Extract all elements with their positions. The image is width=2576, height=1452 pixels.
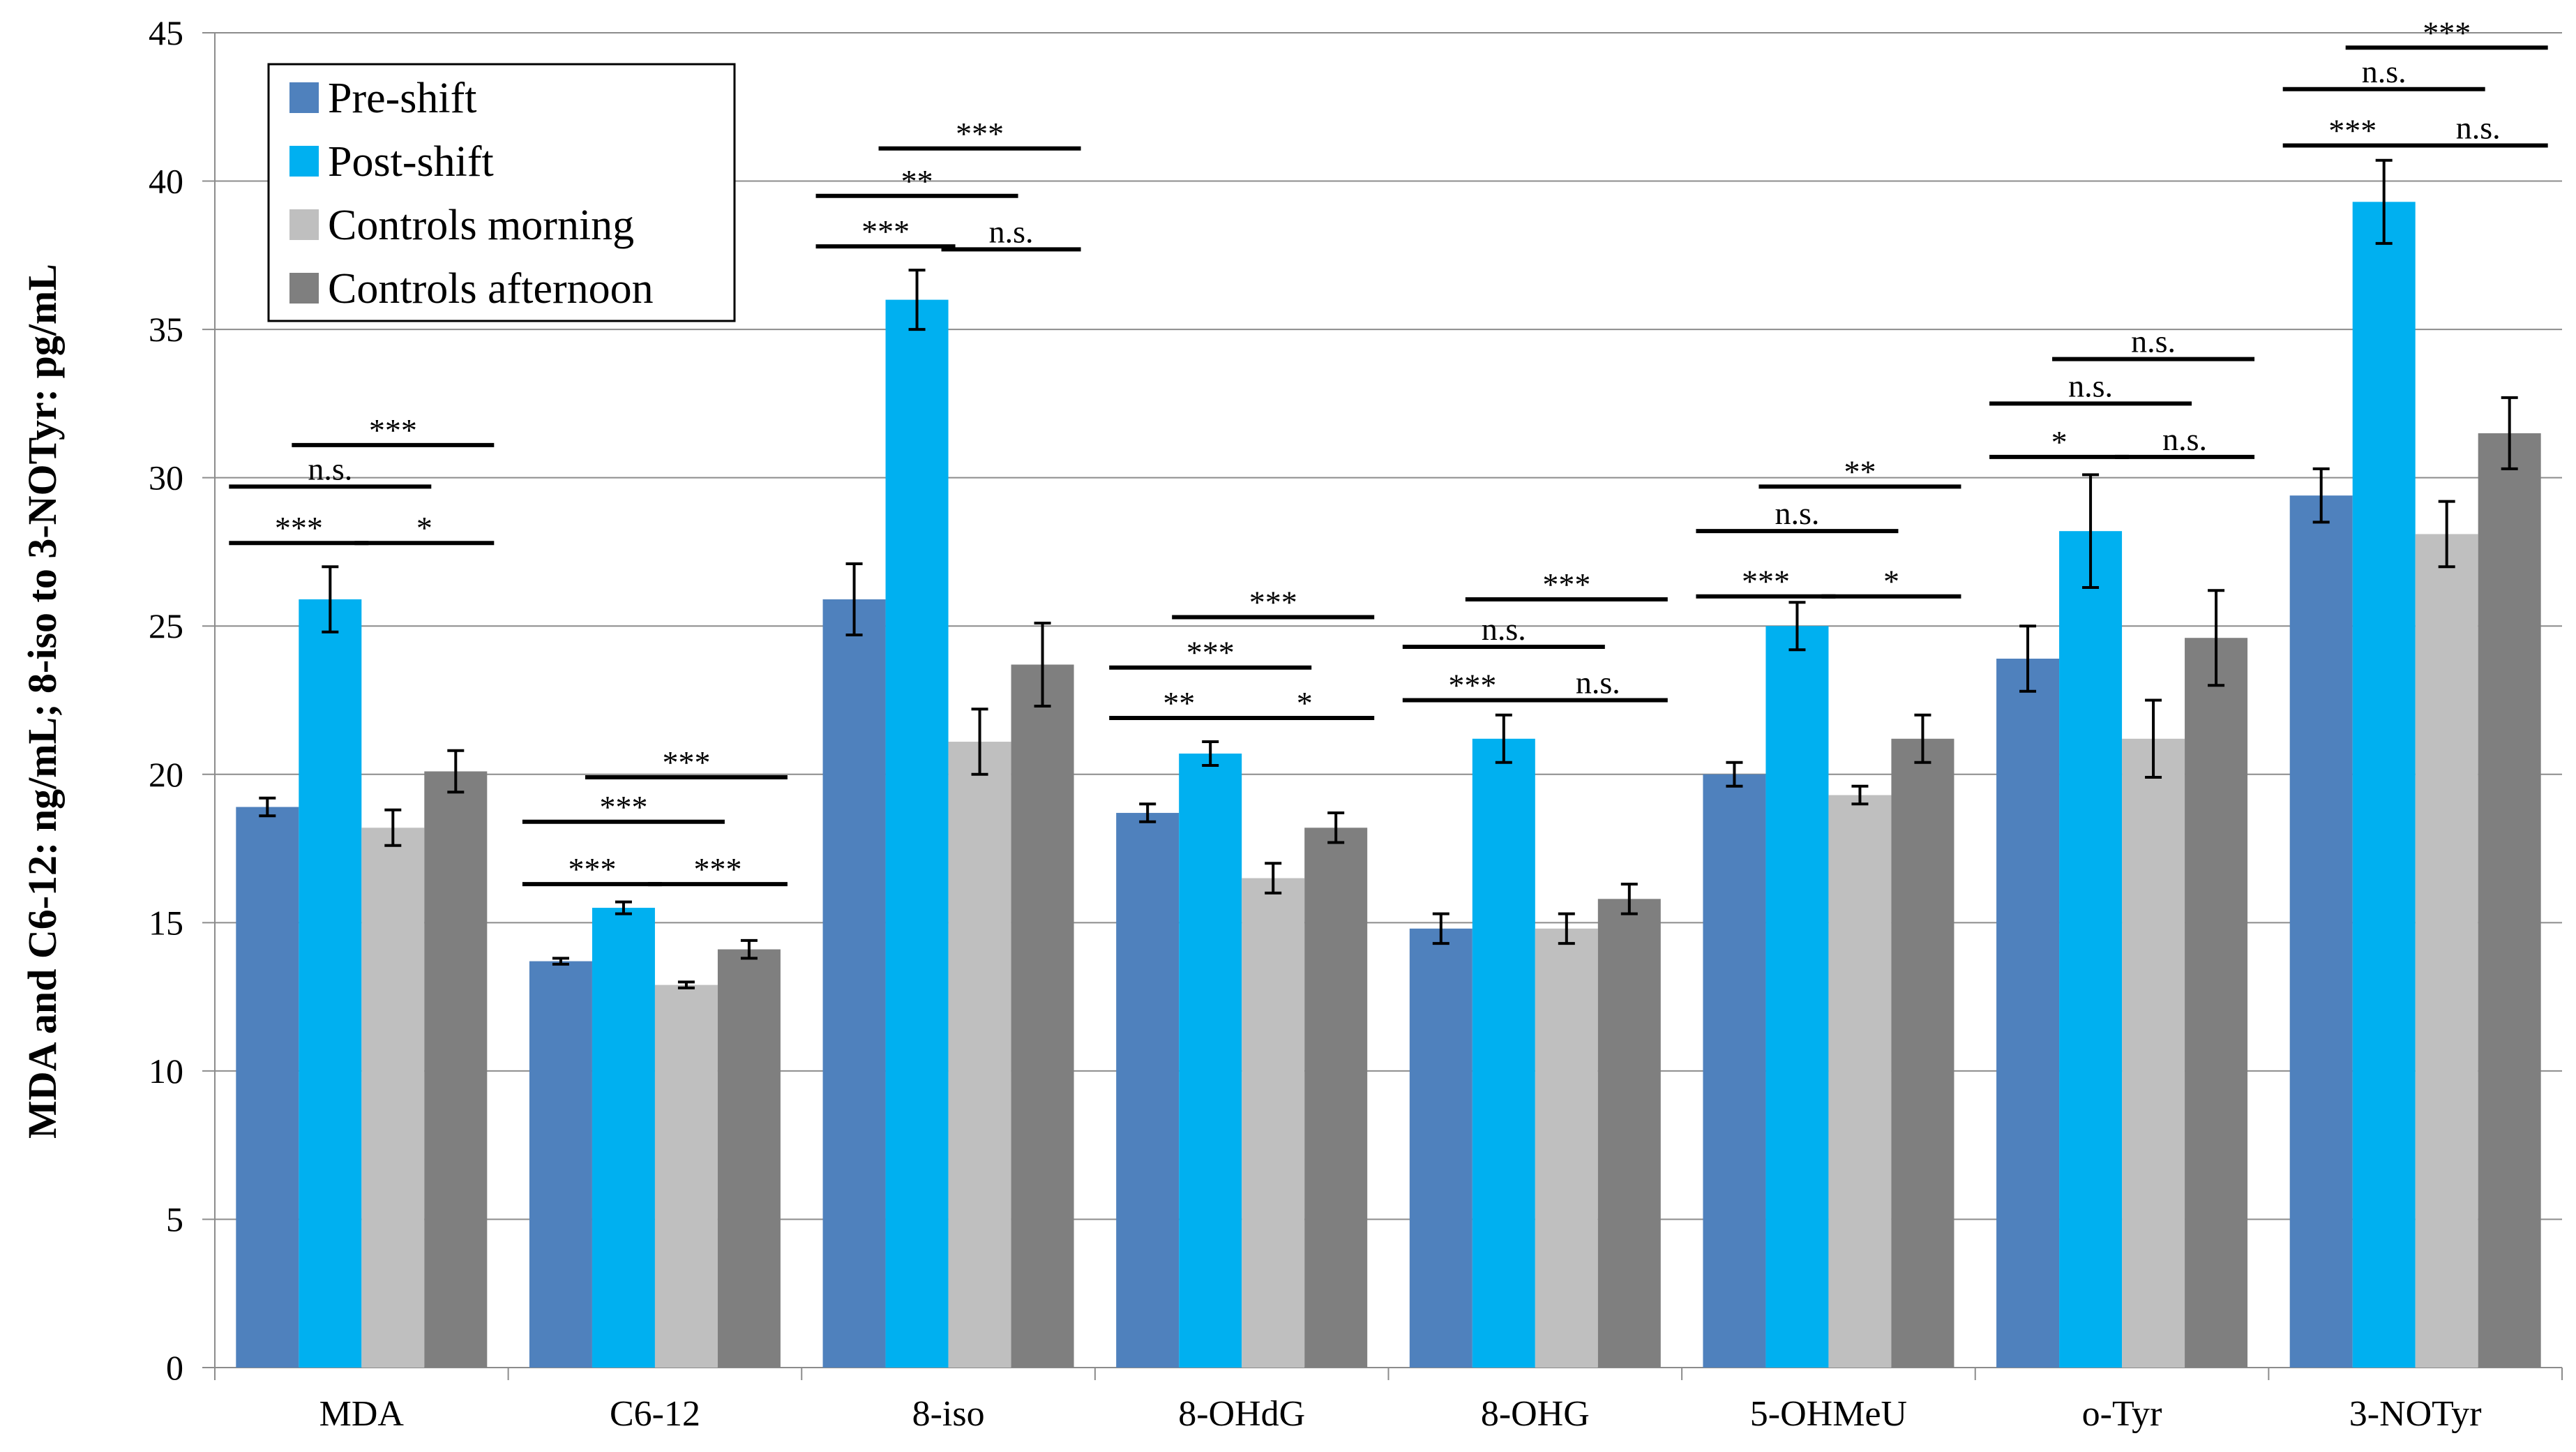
significance-label: *** <box>861 214 910 249</box>
bar-3-3 <box>1304 828 1368 1368</box>
bar-1-6 <box>2059 531 2123 1368</box>
x-category-label: 8-iso <box>912 1394 985 1434</box>
bar-0-7 <box>2289 495 2353 1368</box>
bar-1-2 <box>885 299 949 1368</box>
bar-1-4 <box>1472 738 1535 1368</box>
significance-label: *** <box>693 851 741 887</box>
y-tick-label: 25 <box>149 606 183 645</box>
bar-0-1 <box>529 961 592 1368</box>
significance-label: *** <box>662 744 710 780</box>
significance-label: *** <box>275 510 323 546</box>
bar-1-5 <box>1765 626 1829 1368</box>
significance-label: n.s. <box>1576 665 1620 701</box>
x-category-label: 5-OHMeU <box>1750 1394 1907 1434</box>
significance-label: n.s. <box>2456 110 2501 146</box>
bar-3-0 <box>424 771 488 1368</box>
y-tick-label: 10 <box>149 1051 183 1091</box>
significance-label: n.s. <box>308 451 352 486</box>
x-category-labels: MDA C6-12 8-iso 8-OHdG 8-OHG 5-OHMeU o-Tyr 3-NO… <box>319 1394 2482 1434</box>
y-tick-label: 20 <box>149 755 183 794</box>
legend-swatch <box>289 209 319 240</box>
legend-swatch <box>289 82 319 113</box>
significance-label: *** <box>369 412 417 448</box>
x-category-label: 8-OHG <box>1481 1394 1590 1434</box>
y-axis-label: MDA and C6-12: ng/mL; 8-iso to 3-NOTyr: … <box>20 264 65 1139</box>
significance-label: * <box>1883 564 1899 599</box>
significance-label: ** <box>1844 454 1876 489</box>
significance-label: * <box>2051 424 2067 460</box>
legend-label: Controls morning <box>328 202 634 249</box>
bar-3-4 <box>1597 899 1661 1368</box>
bar-1-1 <box>592 908 655 1368</box>
y-tick-label: 45 <box>149 13 183 52</box>
bars <box>236 202 2541 1368</box>
x-category-label: o-Tyr <box>2082 1394 2162 1434</box>
bar-0-6 <box>1996 658 2060 1368</box>
bar-0-2 <box>822 599 886 1368</box>
y-tick-label: 40 <box>149 162 183 201</box>
legend-label: Post-shift <box>328 138 494 186</box>
significance-label: n.s. <box>989 214 1034 249</box>
legend-box <box>267 63 736 322</box>
y-tick-labels: 0 5 10 15 20 25 30 35 40 45 <box>149 13 183 1387</box>
bar-0-5 <box>1703 774 1766 1368</box>
significance-label: *** <box>1542 567 1590 602</box>
significance-label: *** <box>1187 635 1235 671</box>
significance-label: *** <box>599 789 647 825</box>
bar-2-3 <box>1242 878 1305 1368</box>
bar-1-3 <box>1179 754 1242 1368</box>
bar-0-4 <box>1409 928 1472 1368</box>
significance-label: n.s. <box>1482 611 1526 647</box>
y-tick-label: 0 <box>166 1348 183 1387</box>
x-category-label: 8-OHdG <box>1178 1394 1305 1434</box>
bar-2-5 <box>1828 795 1892 1368</box>
significance-label: *** <box>956 116 1004 151</box>
significance-label: *** <box>568 851 616 887</box>
significance-label: ** <box>1163 685 1195 721</box>
significance-label: *** <box>1249 584 1297 620</box>
bar-0-0 <box>236 807 299 1368</box>
significance-label: n.s. <box>2068 368 2113 403</box>
legend-swatch <box>289 146 319 177</box>
significance-label: *** <box>1742 564 1790 599</box>
significance-label: n.s. <box>1775 495 1819 531</box>
error-bars <box>259 158 2518 989</box>
bar-3-1 <box>717 949 781 1368</box>
y-tick-label: 15 <box>149 903 183 942</box>
legend: Pre-shift Post-shift Controls morning Contr… <box>267 63 736 322</box>
significance-annotations: *** *n.s.****** ************ n.s.******* ***… <box>229 15 2548 887</box>
significance-label: *** <box>2328 113 2377 149</box>
bar-3-5 <box>1891 738 1954 1368</box>
significance-label: * <box>416 510 432 546</box>
significance-label: * <box>1297 685 1313 721</box>
bar-2-6 <box>2122 738 2185 1368</box>
bar-2-4 <box>1535 928 1598 1368</box>
significance-label: ** <box>901 163 933 199</box>
legend-label: Pre-shift <box>328 75 477 122</box>
significance-label: *** <box>2423 15 2471 50</box>
legend-label: Controls afternoon <box>328 265 654 313</box>
bar-3-2 <box>1011 664 1074 1368</box>
bar-2-1 <box>654 985 718 1368</box>
significance-label: n.s. <box>2131 324 2176 359</box>
bar-2-0 <box>361 828 425 1368</box>
bar-0-3 <box>1116 813 1180 1368</box>
x-category-label: MDA <box>319 1394 405 1434</box>
y-tick-label: 35 <box>149 310 183 349</box>
significance-label: n.s. <box>2362 54 2406 89</box>
y-tick-label: 30 <box>149 458 183 497</box>
x-category-label: C6-12 <box>610 1394 700 1434</box>
bar-2-2 <box>948 742 1011 1368</box>
significance-label: n.s. <box>2162 421 2207 457</box>
bar-2-7 <box>2415 534 2478 1368</box>
significance-label: *** <box>1448 668 1496 703</box>
y-tick-label: 5 <box>166 1199 183 1238</box>
bar-1-0 <box>299 599 362 1368</box>
bar-3-7 <box>2478 433 2541 1368</box>
legend-swatch <box>289 273 319 304</box>
x-category-label: 3-NOTyr <box>2349 1394 2482 1434</box>
bar-1-7 <box>2352 202 2416 1368</box>
bar-3-6 <box>2185 638 2248 1368</box>
